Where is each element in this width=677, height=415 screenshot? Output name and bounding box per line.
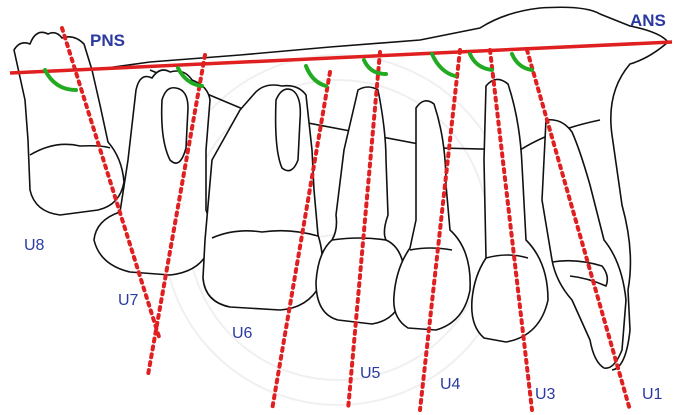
label-u3: U3 bbox=[535, 386, 556, 403]
label-u5: U5 bbox=[360, 365, 381, 382]
angle-arc-u4 bbox=[430, 52, 457, 78]
tooth-axes bbox=[60, 26, 632, 412]
angle-arc-u7 bbox=[176, 66, 204, 88]
label-u1: U1 bbox=[642, 386, 663, 403]
tooth-u4 bbox=[392, 100, 471, 331]
axis-u8 bbox=[60, 26, 162, 342]
angle-arc-u8 bbox=[43, 68, 78, 92]
tooth-u7 bbox=[93, 69, 212, 276]
label-pns: PNS bbox=[90, 31, 125, 50]
label-ans: ANS bbox=[630, 11, 666, 30]
axis-u3 bbox=[488, 48, 534, 412]
axis-u4 bbox=[418, 48, 462, 412]
angle-arc-u6 bbox=[304, 64, 328, 88]
angle-arcs bbox=[43, 52, 534, 92]
angle-arc-u5 bbox=[362, 58, 388, 76]
label-u6: U6 bbox=[232, 325, 253, 342]
tooth-u6 bbox=[202, 84, 324, 311]
label-u7: U7 bbox=[118, 292, 139, 309]
label-u4: U4 bbox=[440, 376, 461, 393]
tooth-u8 bbox=[13, 31, 125, 216]
axis-u6 bbox=[270, 70, 332, 412]
pns-ans-line bbox=[9, 40, 673, 75]
axis-u7 bbox=[146, 53, 207, 377]
label-u8: U8 bbox=[24, 237, 45, 254]
tooth-u5 bbox=[315, 86, 406, 325]
axis-u1 bbox=[525, 48, 632, 412]
angle-arc-u1 bbox=[510, 52, 534, 72]
axis-u5 bbox=[346, 50, 382, 412]
angle-arc-u3 bbox=[468, 52, 494, 72]
